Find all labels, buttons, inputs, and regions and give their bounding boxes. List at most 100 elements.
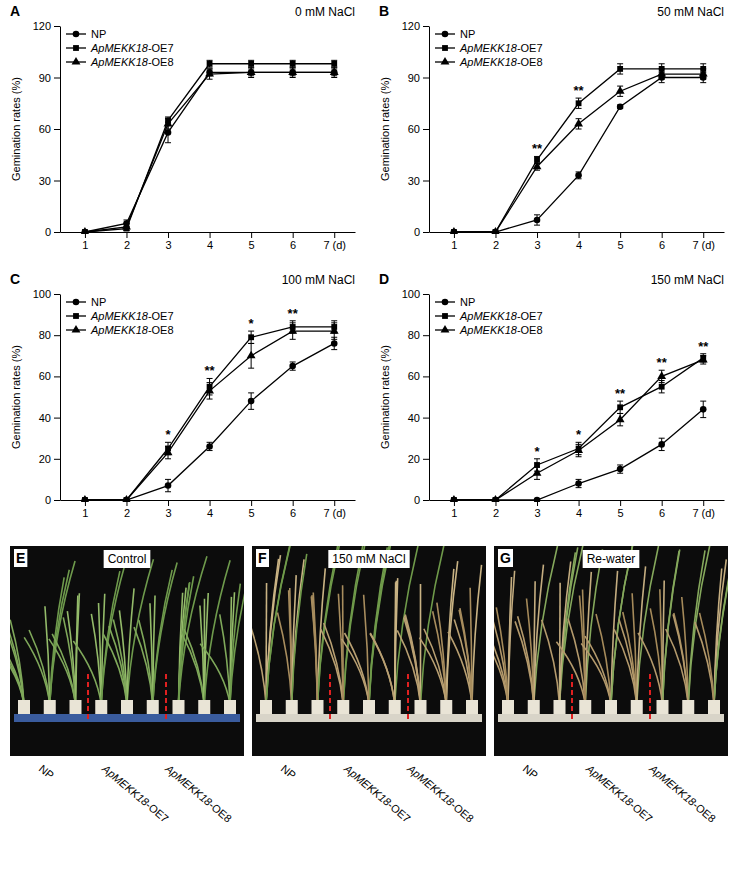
error-bar bbox=[248, 393, 254, 409]
name-suffix: -OE8 bbox=[517, 324, 543, 336]
chart-title: 150 mM NaCl bbox=[651, 273, 724, 287]
plug bbox=[337, 700, 349, 714]
error-cap bbox=[534, 214, 540, 215]
series-marker bbox=[534, 462, 540, 468]
y-tick: 0 bbox=[414, 226, 429, 238]
x-tick-label: 2 bbox=[124, 239, 130, 251]
name-gene: ApMEKK18 bbox=[583, 762, 636, 809]
series-marker bbox=[80, 227, 89, 234]
series-marker bbox=[205, 386, 214, 394]
error-cap bbox=[617, 425, 623, 426]
legend-label: NP bbox=[91, 28, 106, 40]
y-tick-mark bbox=[423, 78, 429, 79]
error-cap bbox=[207, 382, 213, 383]
y-tick: 120 bbox=[402, 20, 429, 32]
leaf bbox=[688, 546, 711, 704]
error-cap bbox=[659, 63, 665, 64]
x-tick: 4 bbox=[207, 232, 213, 251]
leaf bbox=[127, 588, 134, 704]
leaf bbox=[370, 633, 395, 704]
series-marker bbox=[449, 495, 458, 502]
panel: 1234567 (d)020406080100********D150 mM N… bbox=[379, 271, 725, 519]
x-tick-label: 1 bbox=[82, 239, 88, 251]
x-tick-label: 6 bbox=[659, 239, 665, 251]
y-tick: 20 bbox=[39, 453, 60, 465]
leaf bbox=[534, 546, 563, 704]
name-gene: ApMEKK18 bbox=[90, 310, 149, 322]
x-tick: 3 bbox=[165, 232, 171, 251]
series-marker bbox=[205, 69, 214, 77]
genotype-label: NP bbox=[279, 762, 298, 781]
significance: ** bbox=[288, 306, 299, 321]
leaf bbox=[596, 614, 611, 704]
legend-item: ApMEKK18-OE8 bbox=[66, 56, 174, 68]
x-tick-mark bbox=[251, 500, 252, 506]
series-line bbox=[454, 78, 703, 233]
y-tick-mark bbox=[54, 500, 60, 501]
x-tick-label: 7 (d) bbox=[323, 507, 346, 519]
error-cap bbox=[576, 479, 582, 480]
legend-item: ApMEKK18-OE7 bbox=[66, 310, 174, 322]
legend-marker bbox=[442, 31, 449, 38]
series-marker bbox=[659, 384, 665, 390]
genotype-label: NP bbox=[521, 762, 540, 781]
x-tick-mark bbox=[168, 500, 169, 506]
y-axis-title: Gemination rates (%) bbox=[379, 77, 391, 181]
series-marker bbox=[491, 227, 500, 234]
error-bar bbox=[207, 442, 213, 450]
leaf bbox=[472, 565, 482, 704]
y-tick: 60 bbox=[408, 123, 429, 135]
x-tick: 4 bbox=[576, 500, 582, 519]
name-suffix: -OE8 bbox=[148, 56, 174, 68]
leaf bbox=[395, 581, 397, 704]
series-marker bbox=[657, 69, 666, 77]
plug bbox=[44, 700, 56, 714]
name-gene: ApMEKK18 bbox=[459, 42, 518, 54]
y-tick-mark bbox=[423, 376, 429, 377]
x-tick-label: 5 bbox=[249, 507, 255, 519]
x-tick-mark bbox=[620, 232, 621, 238]
plug bbox=[554, 700, 566, 714]
panel: 1234567 (d)020406080100******C100 mM NaC… bbox=[10, 271, 356, 519]
label-patch bbox=[14, 549, 27, 567]
series-marker bbox=[533, 468, 542, 476]
leaf bbox=[76, 596, 78, 704]
x-tick-label: 6 bbox=[290, 239, 296, 251]
error-cap bbox=[165, 491, 171, 492]
leaf bbox=[364, 595, 369, 704]
legend-item: NP bbox=[66, 28, 106, 40]
genotype-label: ApMEKK18-OE7 bbox=[583, 762, 655, 825]
error-bar bbox=[576, 479, 582, 487]
y-tick-label: 30 bbox=[39, 175, 51, 187]
series-marker bbox=[330, 67, 339, 75]
x-tick-label: 4 bbox=[576, 507, 582, 519]
x-tick: 7 (d) bbox=[323, 232, 346, 251]
x-tick-label: 2 bbox=[124, 507, 130, 519]
series-marker bbox=[616, 86, 625, 94]
genotype-label: ApMEKK18-OE7 bbox=[341, 762, 413, 825]
series-marker bbox=[576, 100, 582, 106]
series-line bbox=[454, 409, 703, 500]
plug bbox=[286, 700, 298, 714]
y-tick-mark bbox=[54, 294, 60, 295]
x-tick-mark bbox=[662, 500, 663, 506]
x-tick-mark bbox=[703, 500, 704, 506]
y-tick-label: 60 bbox=[39, 370, 51, 382]
series-marker bbox=[248, 61, 254, 67]
x-tick-label: 5 bbox=[618, 507, 624, 519]
error-cap bbox=[700, 364, 706, 365]
series-marker bbox=[575, 172, 582, 179]
name-suffix: -OE7 bbox=[517, 310, 543, 322]
plug bbox=[70, 700, 82, 714]
error-bar bbox=[290, 60, 296, 67]
series-line bbox=[454, 358, 703, 500]
error-bar bbox=[576, 172, 582, 179]
name-gene: ApMEKK18 bbox=[341, 762, 394, 809]
x-tick: 1 bbox=[451, 232, 457, 251]
error-bar bbox=[290, 362, 296, 370]
legend-item: ApMEKK18-OE7 bbox=[435, 310, 543, 322]
tray bbox=[498, 714, 724, 722]
plug bbox=[121, 700, 133, 714]
y-tick-mark bbox=[423, 294, 429, 295]
legend: NPApMEKK18-OE7ApMEKK18-OE8 bbox=[66, 28, 174, 68]
